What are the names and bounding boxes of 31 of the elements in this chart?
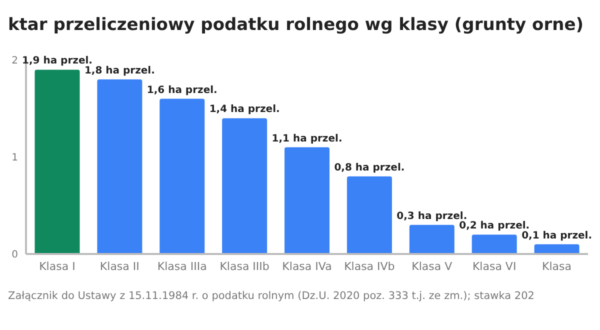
bar: [160, 98, 205, 254]
data-label: 1,4 ha przel.: [209, 104, 280, 116]
bar: [284, 147, 330, 254]
x-tick-label: Klasa IVb: [344, 260, 395, 273]
bar: [409, 224, 454, 254]
y-tick-label: 1: [12, 152, 18, 164]
x-tick-label: Klasa VI: [472, 260, 516, 273]
data-label: 0,2 ha przel.: [459, 220, 530, 232]
data-label: 0,1 ha przel.: [522, 230, 592, 242]
y-tick-label: 2: [12, 56, 18, 67]
x-tick-label: Klasa V: [412, 260, 453, 273]
bar: [222, 118, 268, 254]
chart-title: ktar przeliczeniowy podatku rolnego wg klasy (grunty orne): [8, 14, 585, 37]
x-tick-label: Klasa: [542, 260, 572, 273]
bar: [97, 79, 142, 254]
data-label: 1,1 ha przel.: [272, 133, 342, 144]
x-tick-label: Klasa IVa: [282, 260, 332, 273]
x-tick-label: Klasa IIIb: [220, 260, 270, 273]
x-tick-label: Klasa IIIa: [157, 260, 207, 273]
data-label: 1,6 ha przel.: [146, 84, 218, 96]
x-tick-label: Klasa II: [100, 260, 140, 273]
data-label: 0,3 ha przel.: [396, 210, 468, 222]
bar: [472, 234, 517, 254]
x-tick-label: Klasa I: [39, 260, 76, 273]
data-label: 0,8 ha przel.: [334, 162, 405, 174]
bar: [34, 70, 80, 254]
bar: [346, 176, 392, 254]
data-label: 1,8 ha przel.: [84, 65, 155, 76]
y-tick-label: 0: [12, 250, 18, 261]
data-label: 1,9 ha przel.: [22, 56, 92, 67]
text: Załącznik do Ustawy z 15.11.1984 r. o podatku rolnym (Dz.U. 2020 poz. 333 t.j. ze zm.); stawka 202: [8, 290, 536, 302]
